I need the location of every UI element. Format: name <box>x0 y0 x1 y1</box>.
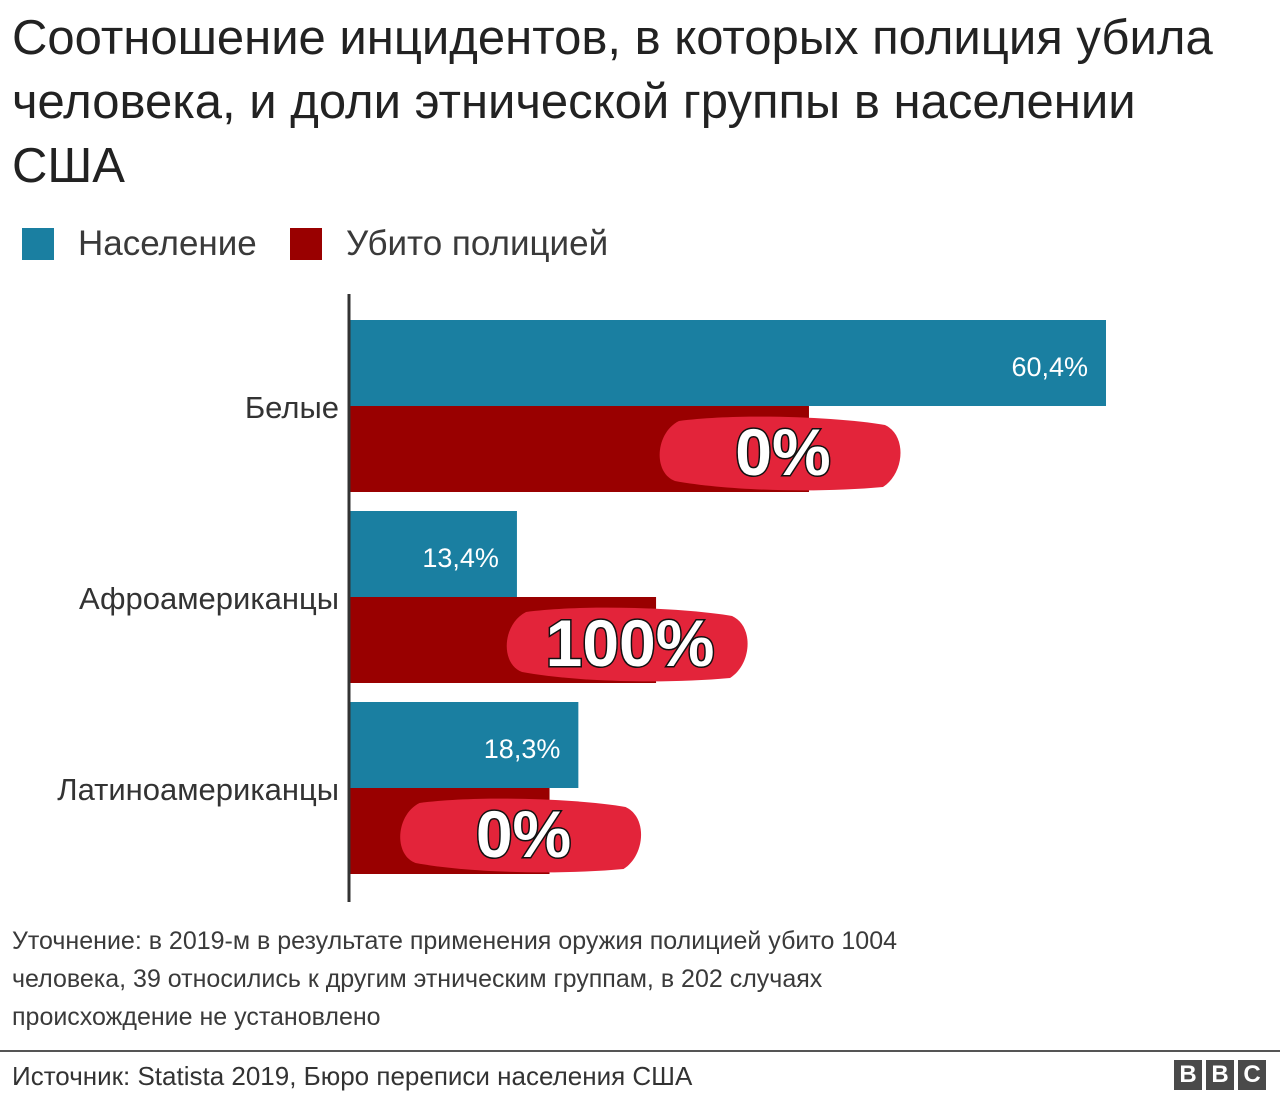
source-text: Источник: Statista 2019, Бюро переписи н… <box>12 1061 693 1091</box>
bbc-logo-letter: C <box>1238 1060 1266 1090</box>
footnote: Уточнение: в 2019-м в результате примене… <box>12 922 1212 1036</box>
footer-divider <box>0 1050 1280 1052</box>
annotation-label: 0% <box>735 415 830 489</box>
data-label-population: 18,3% <box>484 734 561 764</box>
footnote-line: Уточнение: в 2019-м в результате примене… <box>12 927 898 955</box>
bbc-logo-letter: B <box>1174 1060 1202 1090</box>
annotation-label: 100% <box>546 606 715 680</box>
bar-population <box>349 320 1106 406</box>
annotation-highlight <box>659 416 901 491</box>
category-label: Латиноамериканцы <box>57 772 339 807</box>
category-label: Белые <box>245 390 339 425</box>
bbc-logo-letter: B <box>1206 1060 1234 1090</box>
legend-swatch-killed <box>290 228 322 260</box>
bar-population <box>349 702 579 788</box>
data-label-population: 60,4% <box>1011 352 1088 382</box>
bar-chart: 60,4% Белые 0% 13,4% Афроамериканцы 100% 18,3%… <box>57 294 1106 902</box>
legend-swatch-population <box>22 228 54 260</box>
bar-population <box>349 511 517 597</box>
category-label: Афроамериканцы <box>79 581 339 616</box>
footnote-line: происхождение не установлено <box>12 1003 381 1031</box>
legend-label-population: Население <box>78 224 257 263</box>
annotation-highlight <box>506 607 748 682</box>
data-label-population: 13,4% <box>422 543 499 573</box>
footnote-line: человека, 39 относились к другим этничес… <box>12 965 823 993</box>
chart-title: Соотношение инцидентов, в которых полици… <box>12 11 1213 193</box>
legend-label-killed: Убито полицией <box>346 224 609 263</box>
bbc-logo: B B C <box>1174 1060 1266 1090</box>
annotation-label: 0% <box>476 797 571 871</box>
annotation-highlight <box>400 798 642 873</box>
